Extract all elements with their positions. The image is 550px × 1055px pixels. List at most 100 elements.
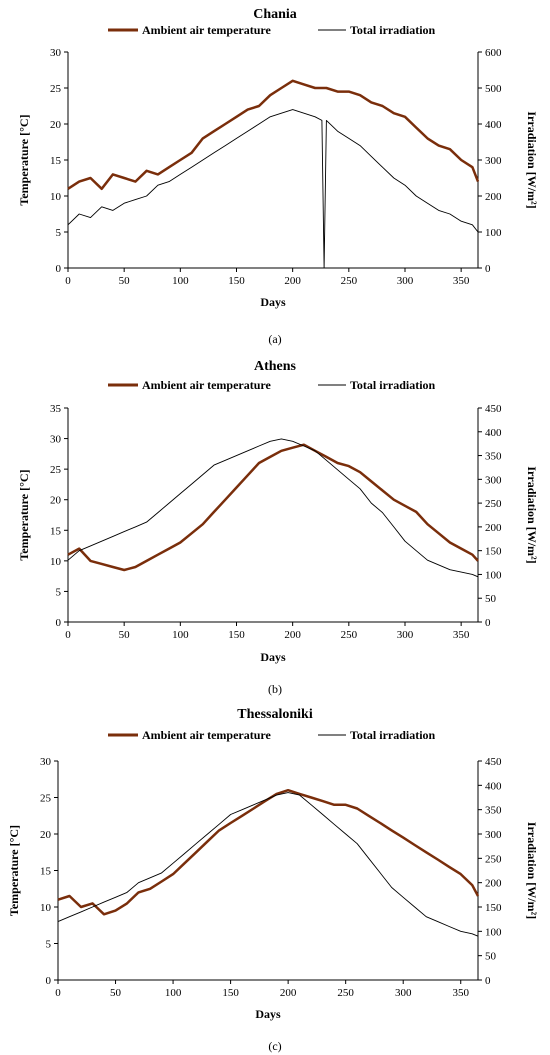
x-tick-label: 50 bbox=[119, 275, 131, 287]
x-tick-label: 250 bbox=[341, 629, 358, 641]
series-line-irradiation bbox=[67, 109, 479, 269]
y-tick-label-left: 5 bbox=[56, 586, 62, 598]
x-tick-label: 250 bbox=[341, 275, 358, 287]
y-tick-label-left: 25 bbox=[50, 83, 62, 95]
y-tick-label-right: 250 bbox=[485, 853, 502, 865]
y-tick-label-left: 15 bbox=[50, 525, 62, 537]
y-tick-label-right: 100 bbox=[485, 569, 502, 581]
panel-caption: (b) bbox=[268, 682, 282, 696]
y-tick-label-left: 30 bbox=[50, 47, 62, 59]
legend-label-temperature: Ambient air temperature bbox=[142, 728, 272, 742]
y-tick-label-right: 50 bbox=[485, 951, 497, 963]
y-tick-label-left: 20 bbox=[40, 829, 52, 841]
y-tick-label-right: 150 bbox=[485, 546, 502, 558]
y-tick-label-right: 500 bbox=[485, 83, 502, 95]
y-axis-label-right: Irradiation [W/m²] bbox=[525, 111, 539, 208]
y-tick-label-left: 15 bbox=[40, 866, 52, 878]
x-axis-label: Days bbox=[255, 1007, 281, 1021]
x-tick-label: 0 bbox=[65, 629, 71, 641]
y-tick-label-left: 25 bbox=[40, 793, 52, 805]
y-tick-label-left: 30 bbox=[40, 756, 52, 768]
y-axis-label-left: Temperature [°C] bbox=[7, 825, 21, 916]
x-axis-label: Days bbox=[260, 650, 286, 664]
panel-caption: (a) bbox=[268, 332, 281, 346]
chart-panel-3: Thessaloniki Ambient air temperature Total… bbox=[7, 707, 539, 1053]
chart-panel-2: Athens Ambient air temperature Total irrad… bbox=[17, 359, 539, 696]
x-tick-label: 100 bbox=[172, 629, 189, 641]
x-tick-label: 0 bbox=[55, 987, 61, 999]
x-tick-label: 250 bbox=[337, 987, 354, 999]
y-tick-label-right: 600 bbox=[485, 47, 502, 59]
series-line-temperature bbox=[67, 443, 479, 572]
x-tick-label: 350 bbox=[452, 987, 469, 999]
y-tick-label-right: 300 bbox=[485, 829, 502, 841]
y-tick-label-right: 50 bbox=[485, 593, 497, 605]
x-tick-label: 350 bbox=[453, 629, 470, 641]
y-axis-label-right: Irradiation [W/m²] bbox=[525, 466, 539, 563]
x-tick-label: 0 bbox=[65, 275, 71, 287]
y-tick-label-left: 0 bbox=[56, 617, 62, 629]
x-tick-label: 200 bbox=[280, 987, 297, 999]
x-tick-label: 50 bbox=[119, 629, 131, 641]
y-tick-label-left: 20 bbox=[50, 495, 62, 507]
x-tick-label: 300 bbox=[397, 629, 414, 641]
y-tick-label-right: 200 bbox=[485, 522, 502, 534]
legend-label-irradiation: Total irradiation bbox=[350, 378, 436, 392]
legend-label-irradiation: Total irradiation bbox=[350, 23, 436, 37]
x-tick-label: 150 bbox=[228, 629, 245, 641]
x-axis-label: Days bbox=[260, 295, 286, 309]
legend-label-temperature: Ambient air temperature bbox=[142, 23, 272, 37]
y-tick-label-left: 25 bbox=[50, 464, 62, 476]
x-tick-label: 150 bbox=[222, 987, 239, 999]
y-tick-label-right: 0 bbox=[485, 975, 491, 987]
y-tick-label-right: 450 bbox=[485, 756, 502, 768]
series-line-temperature bbox=[67, 79, 480, 191]
series-line-temperature bbox=[57, 788, 480, 916]
y-tick-label-right: 350 bbox=[485, 805, 502, 817]
y-tick-label-right: 0 bbox=[485, 617, 491, 629]
y-tick-label-right: 300 bbox=[485, 155, 502, 167]
chart-title: Athens bbox=[254, 359, 297, 374]
chart-title: Chania bbox=[253, 7, 297, 22]
y-tick-label-left: 10 bbox=[50, 191, 62, 203]
x-tick-label: 100 bbox=[165, 987, 182, 999]
y-tick-label-right: 0 bbox=[485, 263, 491, 275]
panel-caption: (c) bbox=[268, 1039, 281, 1053]
y-tick-label-left: 5 bbox=[56, 227, 62, 239]
y-tick-label-right: 350 bbox=[485, 451, 502, 463]
y-tick-label-left: 0 bbox=[46, 975, 52, 987]
y-tick-label-right: 200 bbox=[485, 878, 502, 890]
y-tick-label-left: 20 bbox=[50, 119, 62, 131]
y-tick-label-right: 100 bbox=[485, 227, 502, 239]
y-tick-label-right: 400 bbox=[485, 427, 502, 439]
y-tick-label-right: 200 bbox=[485, 191, 502, 203]
y-tick-label-right: 100 bbox=[485, 926, 502, 938]
y-tick-label-left: 15 bbox=[50, 155, 62, 167]
chart-title: Thessaloniki bbox=[237, 707, 313, 722]
y-axis-label-left: Temperature [°C] bbox=[17, 469, 31, 560]
y-tick-label-right: 250 bbox=[485, 498, 502, 510]
y-tick-label-left: 5 bbox=[46, 939, 52, 951]
y-tick-label-left: 10 bbox=[40, 902, 52, 914]
series-line-irradiation bbox=[57, 792, 479, 937]
y-tick-label-right: 400 bbox=[485, 780, 502, 792]
y-axis-label-left: Temperature [°C] bbox=[17, 114, 31, 205]
x-tick-label: 150 bbox=[228, 275, 245, 287]
y-tick-label-right: 150 bbox=[485, 902, 502, 914]
x-tick-label: 50 bbox=[110, 987, 122, 999]
x-tick-label: 350 bbox=[453, 275, 470, 287]
x-tick-label: 300 bbox=[397, 275, 414, 287]
y-tick-label-right: 300 bbox=[485, 474, 502, 486]
y-tick-label-left: 35 bbox=[50, 403, 62, 415]
x-tick-label: 100 bbox=[172, 275, 189, 287]
legend-label-temperature: Ambient air temperature bbox=[142, 378, 272, 392]
y-tick-label-right: 450 bbox=[485, 403, 502, 415]
y-tick-label-left: 0 bbox=[56, 263, 62, 275]
series-line-irradiation bbox=[67, 438, 479, 578]
x-tick-label: 300 bbox=[395, 987, 412, 999]
y-tick-label-left: 10 bbox=[50, 556, 62, 568]
x-tick-label: 200 bbox=[284, 275, 301, 287]
legend-label-irradiation: Total irradiation bbox=[350, 728, 436, 742]
